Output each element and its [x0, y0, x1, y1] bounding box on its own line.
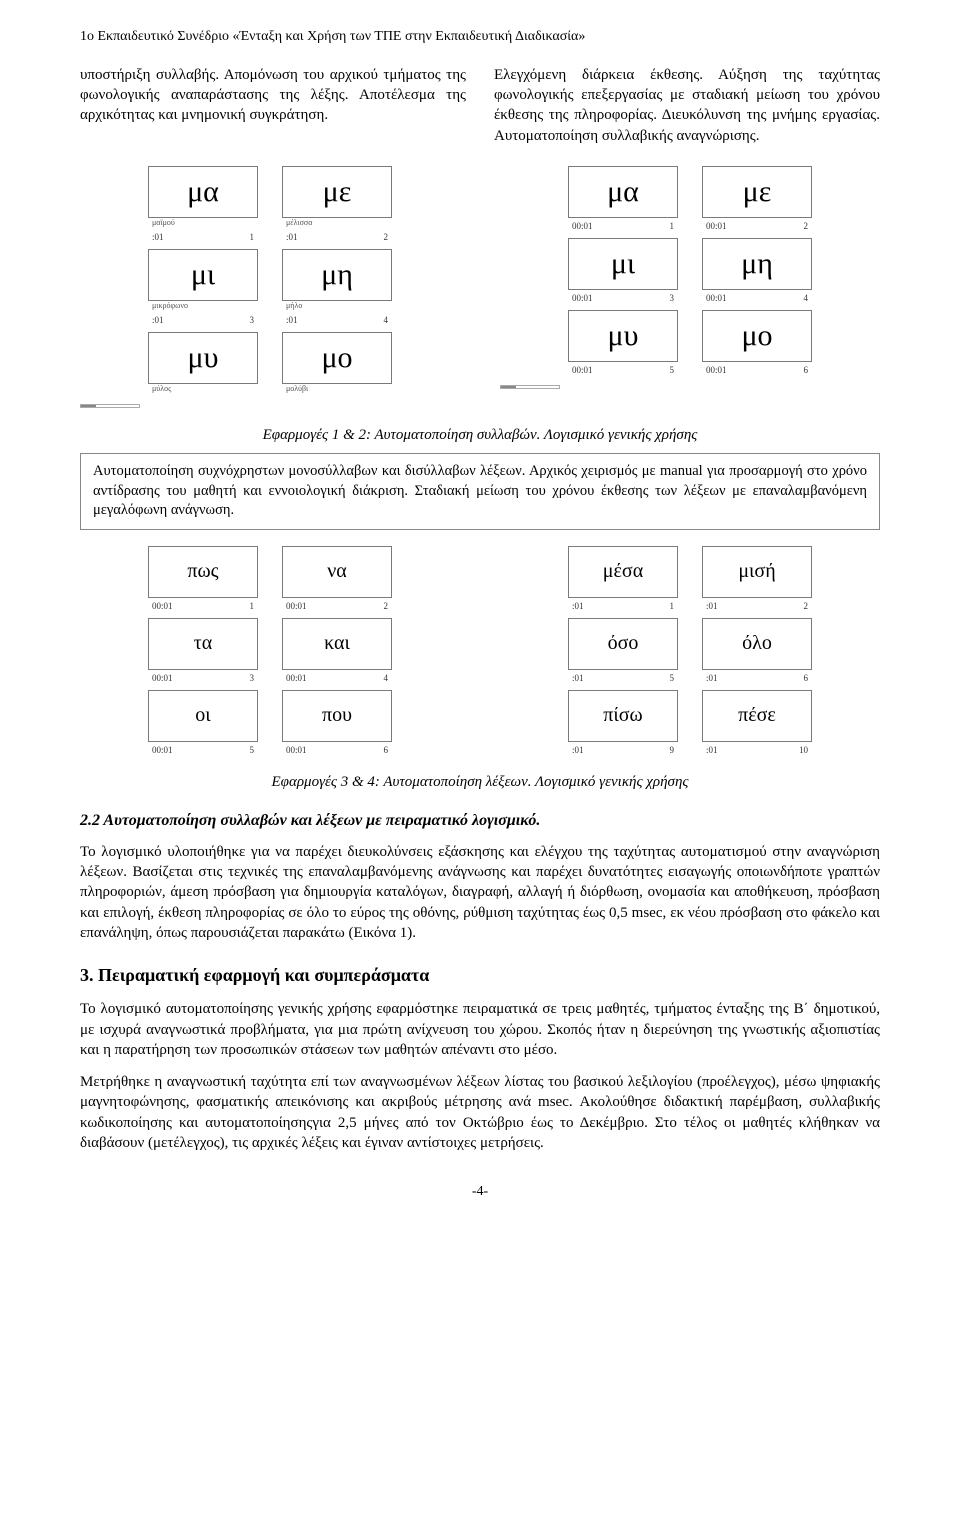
cell: μισή [702, 546, 812, 598]
grid2-left: πως να 00:01 1 00:01 2 τα και 00:01 3 00:01… [80, 540, 460, 758]
cell: όλο [702, 618, 812, 670]
cell: με [702, 166, 812, 218]
idx: 1 [670, 220, 675, 232]
intro-left: υποστήριξη συλλαβής. Απομόνωση του αρχικ… [80, 65, 466, 146]
caption-1: Εφαρμογές 1 & 2: Αυτοματοποίηση συλλαβών… [80, 425, 880, 445]
time: 00:01 [286, 600, 307, 612]
idx: 6 [384, 744, 389, 756]
idx: 3 [250, 672, 255, 684]
progress [500, 380, 880, 392]
idx: 5 [250, 744, 255, 756]
cell: με [282, 166, 392, 218]
cell: μο [282, 332, 392, 384]
idx: 6 [804, 672, 809, 684]
cell: μη [282, 249, 392, 301]
para-3b: Μετρήθηκε η αναγνωστική ταχύτητα επί των… [80, 1072, 880, 1153]
cap: μικρόφωνο [148, 301, 258, 312]
cell: μα [568, 166, 678, 218]
cell: οι [148, 690, 258, 742]
cell: μι [568, 238, 678, 290]
idx: 5 [670, 364, 675, 376]
cell: μυ [148, 332, 258, 384]
progress [80, 399, 460, 411]
time: 00:01 [152, 600, 173, 612]
idx: 9 [670, 744, 675, 756]
cell: μα [148, 166, 258, 218]
para-3a: Το λογισμικό αυτοματοποίησης γενικής χρή… [80, 999, 880, 1060]
cell: όσο [568, 618, 678, 670]
time: :01 [706, 600, 718, 612]
intro-columns: υποστήριξη συλλαβής. Απομόνωση του αρχικ… [80, 65, 880, 146]
cell: που [282, 690, 392, 742]
idx: 3 [250, 314, 255, 326]
idx: 6 [804, 364, 809, 376]
time: 00:01 [152, 744, 173, 756]
time: 00:01 [706, 220, 727, 232]
cell: πως [148, 546, 258, 598]
caption-2: Εφαρμογές 3 & 4: Αυτοματοποίηση λέξεων. … [80, 772, 880, 792]
cell: πέσε [702, 690, 812, 742]
section-3-title: 3. Πειραματική εφαρμογή και συμπεράσματα [80, 963, 880, 987]
idx: 2 [804, 220, 809, 232]
cell: πίσω [568, 690, 678, 742]
time: :01 [286, 314, 298, 326]
time: 00:01 [152, 672, 173, 684]
time: :01 [572, 600, 584, 612]
time: 00:01 [572, 364, 593, 376]
para-2-2: Το λογισμικό υλοποιήθηκε για να παρέχει … [80, 842, 880, 943]
cap: μαϊμού [148, 218, 258, 229]
idx: 2 [384, 231, 389, 243]
cell: να [282, 546, 392, 598]
idx: 1 [250, 231, 255, 243]
cap: μήλο [282, 301, 392, 312]
time: :01 [286, 231, 298, 243]
cap: μολύβι [282, 384, 392, 395]
idx: 1 [250, 600, 255, 612]
cell: μυ [568, 310, 678, 362]
cap: μύλος [148, 384, 258, 395]
idx: 4 [384, 314, 389, 326]
page-number: -4- [80, 1183, 880, 1202]
grid1-right: μα με 00:011 00:012 μι μη 00:013 00:014 … [500, 160, 880, 411]
idx: 2 [804, 600, 809, 612]
time: :01 [706, 744, 718, 756]
idx: 3 [670, 292, 675, 304]
idx: 1 [670, 600, 675, 612]
grid1-left: μα με μαϊμού μέλισσα :01 1 :01 2 μι μη μικ… [80, 160, 460, 411]
time: 00:01 [706, 364, 727, 376]
cell: και [282, 618, 392, 670]
page-header: 1ο Εκπαιδευτικό Συνέδριο «Ένταξη και Χρή… [80, 28, 880, 47]
idx: 4 [384, 672, 389, 684]
word-grid-2: πως να 00:01 1 00:01 2 τα και 00:01 3 00:01… [80, 540, 880, 758]
intro-right: Ελεγχόμενη διάρκεια έκθεσης. Αύξηση της … [494, 65, 880, 146]
cell: μη [702, 238, 812, 290]
time: 00:01 [286, 744, 307, 756]
cell: μέσα [568, 546, 678, 598]
time: 00:01 [286, 672, 307, 684]
time: 00:01 [706, 292, 727, 304]
cell: μο [702, 310, 812, 362]
box-paragraph: Αυτοματοποίηση συχνόχρηστων μονοσύλλαβων… [80, 453, 880, 530]
idx: 5 [670, 672, 675, 684]
time: :01 [706, 672, 718, 684]
cell: τα [148, 618, 258, 670]
idx: 2 [384, 600, 389, 612]
time: :01 [572, 672, 584, 684]
idx: 4 [804, 292, 809, 304]
cap: μέλισσα [282, 218, 392, 229]
time: :01 [152, 314, 164, 326]
syllable-grid-1: μα με μαϊμού μέλισσα :01 1 :01 2 μι μη μικ… [80, 160, 880, 411]
idx: 10 [799, 744, 808, 756]
time: 00:01 [572, 220, 593, 232]
grid2-right: μέσα μισή :01 1 :01 2 όσο όλο :01 5 :01 6 πί… [500, 540, 880, 758]
time: 00:01 [572, 292, 593, 304]
cell: μι [148, 249, 258, 301]
section-2-2-title: 2.2 Αυτοματοποίηση συλλαβών και λέξεων μ… [80, 810, 880, 832]
time: :01 [572, 744, 584, 756]
time: :01 [152, 231, 164, 243]
